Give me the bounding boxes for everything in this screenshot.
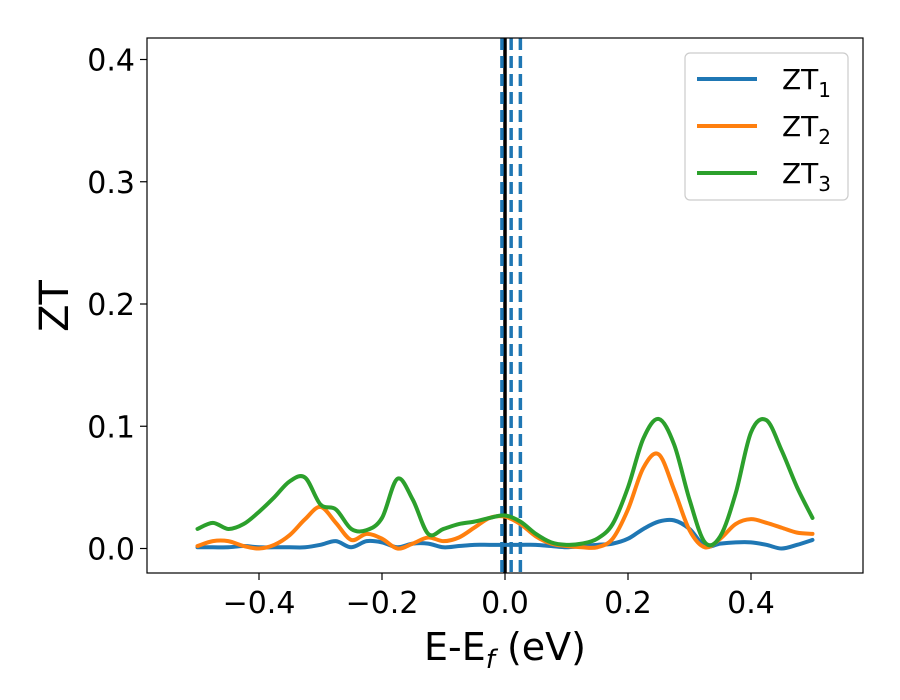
x-axis-title: E-Ef (eV) [424,625,586,675]
x-axis-title-unit: (eV) [495,625,586,669]
legend-label-zt1: ZT1 [782,63,831,102]
y-tick-label: 0.1 [87,410,135,445]
y-tick-label: 0.3 [87,166,135,201]
x-tick-label: 0.2 [604,586,652,621]
y-axis-title: ZT [32,280,78,332]
legend-label-zt3: ZT3 [782,157,831,196]
legend: ZT1 ZT2 ZT3 [684,52,849,201]
y-tick-label: 0.0 [87,533,135,568]
legend-box [684,52,849,201]
x-tick-label: −0.2 [346,586,419,621]
x-tick-label: 0.0 [481,586,529,621]
series-line-zt3 [195,416,815,548]
legend-label-zt2: ZT2 [782,110,831,149]
x-tick-label: 0.4 [727,586,775,621]
y-tick-label: 0.2 [87,288,135,323]
x-tick-label: −0.4 [223,586,296,621]
y-tick-label: 0.4 [87,44,135,79]
x-axis-title-main: E-E [424,625,486,669]
